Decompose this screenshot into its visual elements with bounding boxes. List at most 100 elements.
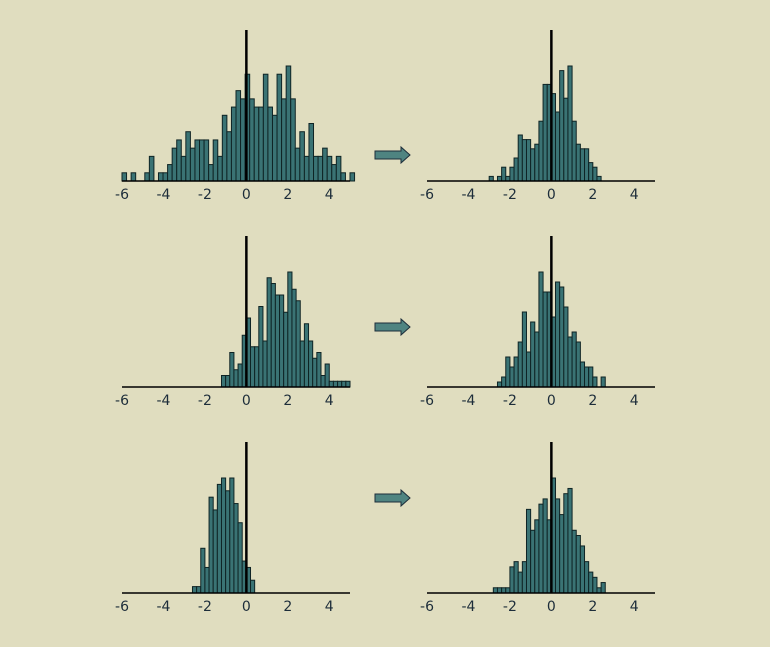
histogram-bar	[212, 139, 219, 182]
histogram-bar	[584, 148, 590, 182]
histogram-bar	[328, 380, 334, 388]
histogram-bar	[521, 561, 527, 594]
histogram-bar	[212, 509, 218, 594]
x-tick-label: 2	[588, 187, 597, 203]
histogram-bar	[542, 291, 548, 388]
histogram-bar	[225, 375, 231, 388]
histogram-bar	[496, 587, 503, 594]
histogram-bar	[285, 65, 292, 182]
histogram-bar	[320, 375, 326, 388]
x-tick-label: 4	[630, 599, 639, 615]
histogram-bar	[588, 162, 594, 182]
histogram-bar	[517, 134, 523, 182]
panel-row3-before: -6 -4 -2 0 2 4	[115, 442, 350, 615]
histogram-bar	[230, 106, 237, 182]
histogram-bar	[575, 535, 581, 594]
histogram-bar	[274, 294, 281, 388]
histogram-bar	[237, 522, 243, 594]
histogram-bar	[592, 576, 598, 594]
panel-row1-after: -6 -4 -2 0 2 4	[420, 30, 655, 203]
histogram-bar	[253, 106, 260, 182]
histogram-bar	[322, 147, 328, 182]
histogram-bar	[312, 357, 318, 388]
histogram-bar	[534, 331, 540, 388]
histogram-bar	[559, 70, 565, 182]
histogram-bar	[509, 366, 515, 388]
histogram-bar	[592, 166, 598, 182]
histogram-bar	[295, 300, 301, 388]
histogram-bar	[303, 155, 310, 182]
histogram-bar	[567, 487, 573, 594]
x-tick-label: -2	[503, 187, 517, 203]
x-tick-label: -6	[420, 393, 434, 409]
histogram-bar	[144, 172, 150, 182]
histogram-bar	[233, 369, 239, 388]
histogram-bar	[233, 503, 239, 594]
histogram-bar	[250, 579, 256, 594]
x-tick-label: -2	[503, 599, 517, 615]
right-arrow-icon	[374, 317, 411, 337]
histogram-bar	[567, 336, 573, 388]
histogram-bar	[525, 351, 532, 388]
x-tick-label: 2	[283, 393, 292, 409]
histogram-bar	[335, 155, 342, 182]
x-tick-label: 0	[242, 599, 251, 615]
histogram-bar	[349, 172, 356, 182]
histogram-bar	[571, 529, 577, 594]
x-tick-label: -4	[156, 187, 170, 203]
histogram-bar	[290, 98, 296, 182]
histogram-bar	[501, 587, 507, 594]
histogram-bar	[592, 376, 598, 388]
panel-row2-before: -6 -4 -2 0 2 4	[115, 236, 351, 409]
histogram-bar	[208, 164, 214, 182]
histogram-bar	[225, 490, 231, 594]
histogram-bar	[584, 366, 590, 388]
x-tick-label: -2	[198, 187, 212, 203]
histogram-bar	[326, 155, 333, 182]
histogram-bar	[216, 483, 222, 594]
histogram-bar	[579, 545, 586, 594]
histogram-bar	[267, 106, 273, 182]
histogram-bar	[555, 498, 561, 594]
histogram-bar	[555, 281, 561, 388]
histogram-bar	[341, 380, 347, 388]
histogram-bar	[505, 587, 511, 594]
histogram-bar	[303, 323, 310, 388]
histogram-bar	[555, 111, 561, 182]
histogram-bar	[313, 155, 319, 182]
right-arrow-icon	[374, 488, 411, 508]
histogram-bar	[521, 311, 527, 388]
x-tick-label: 0	[242, 187, 251, 203]
histogram-bar	[279, 294, 285, 388]
histogram-bar	[534, 143, 540, 182]
x-tick-label: 4	[325, 393, 334, 409]
x-tick-label: -6	[115, 393, 129, 409]
histogram-bar	[176, 139, 182, 182]
histogram-bar	[167, 164, 173, 182]
histogram-bar	[509, 166, 515, 182]
panel-row2-after: -6 -4 -2 0 2 4	[420, 236, 655, 409]
histogram-bar	[542, 83, 548, 182]
histogram-bar	[283, 311, 289, 388]
histogram-bar	[258, 106, 264, 182]
histogram-bar	[162, 172, 169, 182]
histogram-bar	[180, 155, 187, 182]
histogram-bar	[600, 376, 606, 388]
histogram-bar	[208, 496, 214, 594]
histogram-bar	[501, 376, 507, 388]
histogram-bar	[513, 356, 519, 388]
x-tick-label: 2	[588, 599, 597, 615]
x-tick-label: 4	[325, 187, 334, 203]
histogram-bar	[530, 321, 536, 388]
histogram-bar	[509, 566, 515, 594]
histogram-bar	[505, 356, 511, 388]
histogram-bar	[308, 340, 314, 388]
histogram-bar	[262, 73, 269, 182]
x-tick-label: 0	[547, 599, 556, 615]
histogram-bar	[579, 148, 586, 182]
histogram-bar	[521, 139, 527, 182]
histogram-bar	[235, 90, 242, 182]
histogram-bar	[600, 582, 606, 594]
histogram-bar	[240, 98, 246, 182]
histogram-bar	[191, 586, 198, 594]
